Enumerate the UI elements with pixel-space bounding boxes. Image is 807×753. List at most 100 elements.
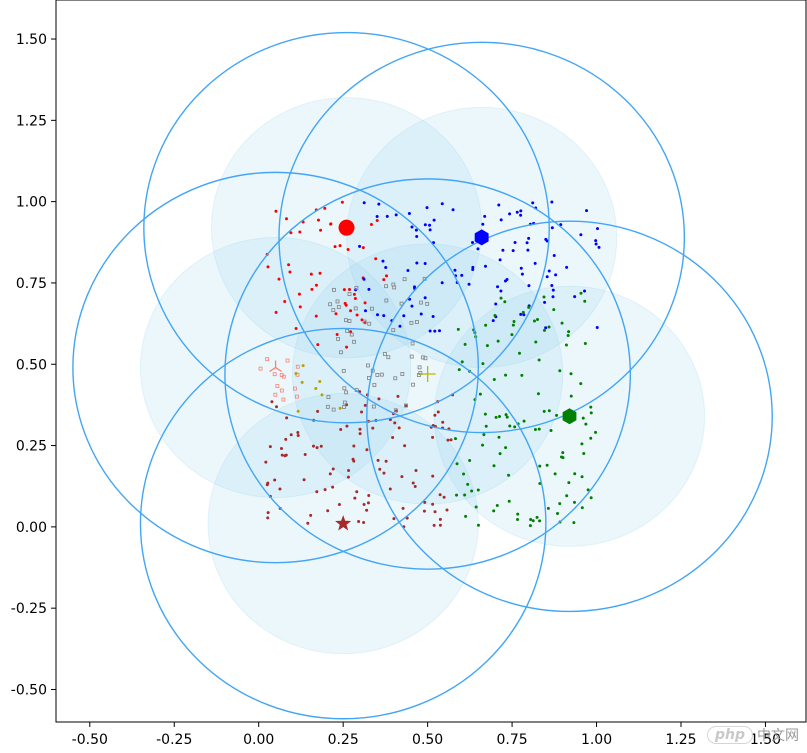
point xyxy=(520,373,524,377)
x-tick-label: 1.50 xyxy=(750,732,781,748)
point xyxy=(346,475,350,479)
point xyxy=(476,488,480,492)
point xyxy=(414,320,419,324)
point xyxy=(423,223,427,227)
point xyxy=(377,202,381,206)
point xyxy=(298,305,302,309)
point xyxy=(367,287,371,291)
point xyxy=(519,209,523,213)
point xyxy=(412,285,416,289)
point xyxy=(498,452,502,456)
point xyxy=(496,285,500,289)
point xyxy=(319,444,323,448)
point xyxy=(345,328,350,333)
point xyxy=(481,443,485,447)
point xyxy=(580,506,584,510)
point xyxy=(460,273,464,277)
point xyxy=(451,208,455,212)
point xyxy=(393,376,398,381)
point xyxy=(284,217,288,221)
point xyxy=(399,301,404,306)
point xyxy=(400,372,405,376)
point xyxy=(366,363,370,368)
point xyxy=(402,277,407,282)
point xyxy=(445,508,449,512)
point xyxy=(332,287,336,292)
point xyxy=(375,373,380,377)
center-marker-2 xyxy=(474,229,489,246)
point xyxy=(474,505,478,509)
point xyxy=(413,485,417,489)
point xyxy=(277,277,281,281)
point xyxy=(423,262,427,266)
point xyxy=(316,409,320,413)
x-tick-label: 1.25 xyxy=(665,732,696,748)
point xyxy=(309,513,313,517)
point xyxy=(410,341,415,346)
point xyxy=(298,230,302,234)
point xyxy=(315,446,319,450)
point xyxy=(549,429,553,433)
x-tick-label: -0.25 xyxy=(156,732,192,748)
point xyxy=(382,471,386,475)
point xyxy=(419,300,423,305)
point xyxy=(296,409,300,413)
point xyxy=(550,226,554,230)
point xyxy=(323,488,327,492)
point xyxy=(289,433,293,437)
point xyxy=(365,448,369,452)
point xyxy=(503,300,507,304)
x-tick-label: 0.50 xyxy=(412,732,443,748)
point xyxy=(266,511,270,515)
point xyxy=(453,437,457,441)
point xyxy=(347,292,352,296)
point xyxy=(501,248,505,252)
point xyxy=(442,495,446,499)
ring-circle-1 xyxy=(143,31,550,424)
point xyxy=(288,270,292,274)
ring-circle-5 xyxy=(72,171,479,564)
point xyxy=(398,324,402,328)
y-axis: 1.50 1.25 1.00 0.75 0.50 0.25 0.00 -0.25 -0.50 xyxy=(11,32,56,698)
point xyxy=(585,209,589,213)
point xyxy=(410,225,414,229)
point xyxy=(547,409,551,413)
point xyxy=(555,511,559,515)
point xyxy=(481,362,485,366)
point xyxy=(384,266,388,270)
point xyxy=(384,284,388,289)
point xyxy=(375,219,379,223)
point xyxy=(268,445,272,449)
point xyxy=(396,394,400,398)
point xyxy=(529,517,533,521)
point xyxy=(319,228,323,232)
point xyxy=(371,426,375,430)
point xyxy=(511,323,515,327)
point xyxy=(453,268,457,272)
point xyxy=(360,410,364,414)
point xyxy=(438,329,442,333)
point xyxy=(314,387,318,391)
point xyxy=(483,214,487,218)
y-tick-label: 0.00 xyxy=(16,520,47,536)
point xyxy=(338,244,342,248)
y-tick-label: 1.00 xyxy=(16,195,47,211)
point xyxy=(494,302,498,306)
point xyxy=(362,503,366,507)
point xyxy=(294,371,298,375)
point xyxy=(507,473,511,477)
point xyxy=(482,433,486,437)
point xyxy=(358,427,362,431)
x-tick-label: 1.00 xyxy=(581,732,612,748)
point xyxy=(320,393,324,397)
data-points xyxy=(258,200,601,529)
point xyxy=(533,428,537,432)
point xyxy=(386,355,391,360)
point xyxy=(401,506,405,510)
point xyxy=(369,222,373,226)
point xyxy=(455,462,459,466)
point xyxy=(513,425,517,429)
point xyxy=(367,321,372,326)
point xyxy=(423,356,428,361)
point xyxy=(504,413,508,417)
